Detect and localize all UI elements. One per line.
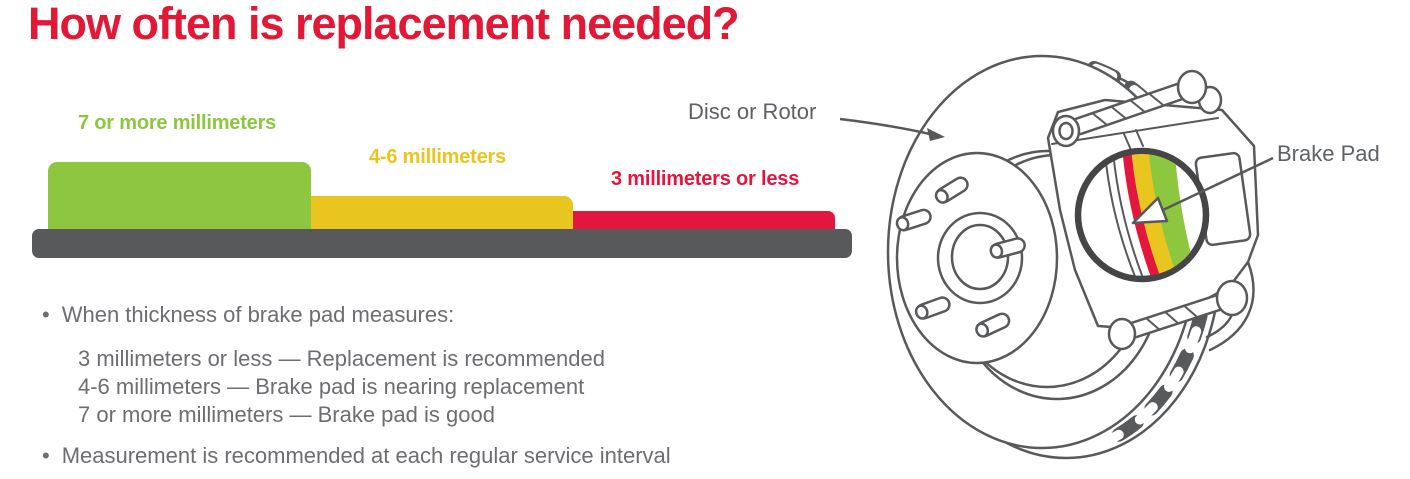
brake-pad-arrow: [1131, 156, 1274, 225]
disc-rotor-label: Disc or Rotor: [688, 99, 817, 124]
bullet-dot: •: [42, 302, 50, 327]
caliper-guide-pin-top: [1051, 69, 1223, 148]
measurement-nearing: 4-6 millimeters — Brake pad is nearing r…: [78, 374, 585, 399]
measurement-replace: 3 millimeters or less — Replacement is r…: [78, 346, 605, 371]
wheel-stud: [895, 176, 1026, 338]
measurement-good: 7 or more millimeters — Brake pad is goo…: [78, 402, 495, 427]
label-3mm: 3 millimeters or less: [611, 168, 800, 190]
caliper-guide-pin-bottom: [1107, 279, 1249, 351]
note-service-interval-text: Measurement is recommended at each regul…: [61, 443, 671, 468]
pad-stripe-replace: [1122, 154, 1161, 276]
disc-rotor-arrow: [839, 117, 945, 141]
bar-nearing-thickness: [311, 196, 573, 230]
note-when-thickness: • When thickness of brake pad measures:: [42, 302, 454, 328]
note-service-interval: • Measurement is recommended at each regu…: [42, 443, 671, 469]
measurement-list: 3 millimeters or less — Replacement is r…: [78, 345, 605, 429]
label-4-6mm: 4-6 millimeters: [369, 146, 507, 168]
bar-base-plate: [32, 229, 852, 258]
caliper-bracket-arm: [1208, 260, 1255, 352]
note-when-thickness-text: When thickness of brake pad measures:: [61, 302, 455, 327]
bullet-dot: •: [42, 443, 50, 468]
bar-good-thickness: [48, 162, 311, 230]
label-7mm: 7 or more millimeters: [78, 112, 277, 134]
page-title: How often is replacement needed?: [28, 0, 740, 49]
pad-stripe-good: [1147, 154, 1196, 276]
bar-replace-thickness: [573, 211, 835, 230]
brake-assembly-illustration: [839, 54, 1274, 460]
brake-pad-label: Brake Pad: [1277, 141, 1380, 166]
